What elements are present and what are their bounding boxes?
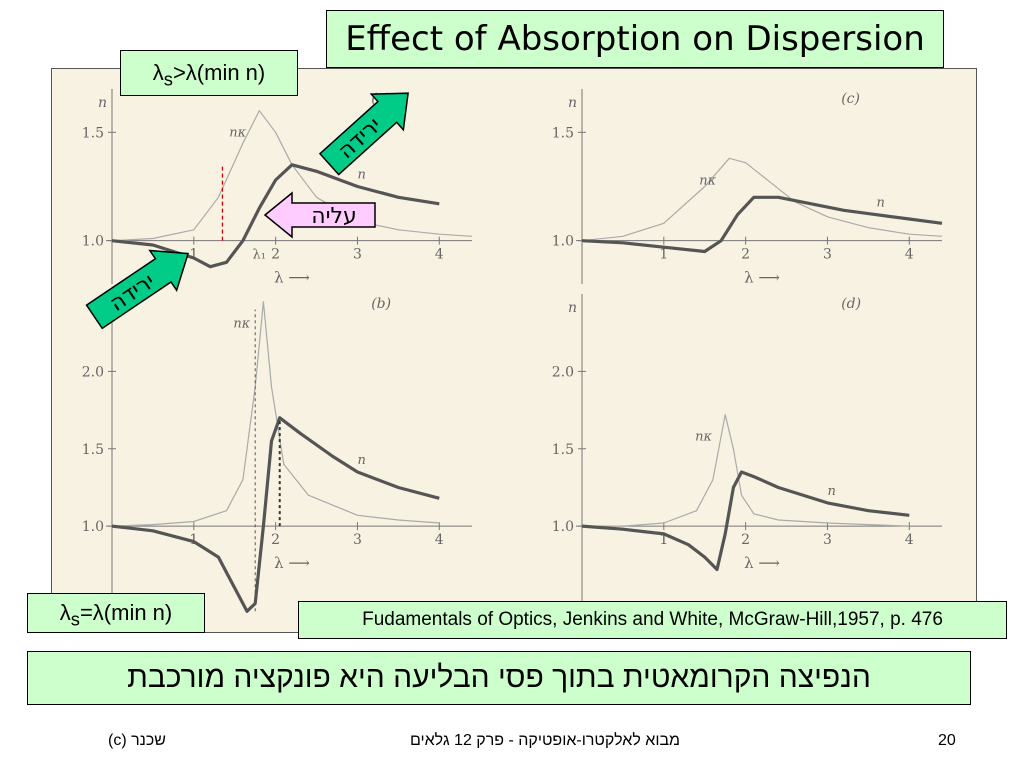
lambda-equal-label: λs=λ(min n) — [27, 593, 205, 633]
x-tick-label: 3 — [353, 532, 362, 548]
y-tick-label: 1.5 — [82, 442, 104, 458]
arrow-down-left: ירידה — [85, 249, 190, 330]
citation-box: Fudamentals of Optics, Jenkins and White… — [298, 601, 1007, 639]
x-tick-label: 1 — [659, 532, 668, 548]
y-tick-label: 1.5 — [552, 442, 574, 458]
x-tick-label: 3 — [823, 247, 832, 263]
arrow-up-label: עליה — [311, 204, 357, 229]
y-tick-label: 1.0 — [552, 519, 574, 535]
y-tick-label: 1.5 — [82, 125, 104, 141]
panel-label: (b) — [371, 296, 391, 312]
y-tick-label: 1.0 — [82, 519, 104, 535]
panel-label: (d) — [841, 296, 861, 312]
y-tick-label: 2.0 — [552, 364, 574, 380]
x-axis-label: λ ⟶ — [274, 269, 310, 287]
series-label: n — [877, 196, 885, 211]
x-tick-label: 2 — [271, 532, 280, 548]
y-tick-label: 1.0 — [82, 234, 104, 250]
x-tick-label: 2 — [741, 532, 750, 548]
x-tick-label: 2 — [271, 247, 280, 263]
series-line-n — [581, 195, 943, 254]
footer-course: מבוא לאלקטרו-אופטיקה - פרק 12 גלאים — [409, 732, 681, 749]
series-label: n — [357, 168, 365, 183]
x-tick-label: 4 — [905, 247, 914, 263]
lambda-condition-text: >λ(min n) — [172, 60, 266, 85]
arrow-up: עליה — [263, 191, 376, 239]
y-axis-label: n — [98, 95, 107, 111]
x-axis-label: λ ⟶ — [744, 554, 780, 572]
series-label: nκ — [229, 126, 246, 141]
arrow-down-top: ירידה — [318, 92, 409, 176]
x-tick-label: 4 — [435, 532, 444, 548]
x-tick-label: 1 — [659, 247, 668, 263]
series-line-n — [581, 470, 910, 572]
lambda-condition-text: =λ(min n) — [79, 600, 173, 625]
y-axis-label: n — [568, 95, 577, 111]
series-label: n — [827, 484, 835, 499]
y-axis-label: n — [568, 300, 577, 316]
series-line-nkappa — [582, 414, 910, 527]
series-line-nkappa — [111, 301, 440, 527]
lambda-subscript: s — [70, 608, 80, 630]
series-line-n — [111, 416, 440, 613]
x-axis-label: λ ⟶ — [744, 269, 780, 287]
series-label: nκ — [699, 173, 716, 188]
panel-label: (c) — [841, 91, 860, 107]
summary-box: הנפיצה הקרומאטית בתוך פסי הבליעה היא פונ… — [27, 651, 971, 705]
y-tick-label: 2.0 — [82, 364, 104, 380]
x-tick-label: 3 — [353, 247, 362, 263]
x-annotation: λ₁ — [253, 248, 266, 263]
page-number: 20 — [938, 732, 956, 749]
lambda-symbol: λ — [59, 600, 71, 625]
x-tick-label: 4 — [905, 532, 914, 548]
y-tick-label: 1.5 — [552, 125, 574, 141]
x-tick-label: 3 — [823, 532, 832, 548]
series-line-n — [111, 163, 440, 269]
footer-author: שכנר (c) — [108, 732, 166, 749]
y-tick-label: 1.0 — [552, 234, 574, 250]
series-label: nκ — [695, 430, 712, 445]
x-tick-label: 4 — [435, 247, 444, 263]
series-line-nkappa — [581, 157, 943, 242]
x-tick-label: 2 — [741, 247, 750, 263]
series-label: n — [357, 453, 365, 468]
series-line-nkappa — [111, 110, 473, 242]
slide-title: Effect of Absorption on Dispersion — [326, 10, 944, 68]
lambda-symbol: λ — [152, 60, 164, 85]
x-axis-label: λ ⟶ — [274, 554, 310, 572]
lambda-greater-label: λs>λ(min n) — [120, 50, 298, 96]
lambda-subscript: s — [163, 68, 173, 90]
x-tick-label: 1 — [189, 247, 198, 263]
series-label: nκ — [233, 317, 250, 332]
